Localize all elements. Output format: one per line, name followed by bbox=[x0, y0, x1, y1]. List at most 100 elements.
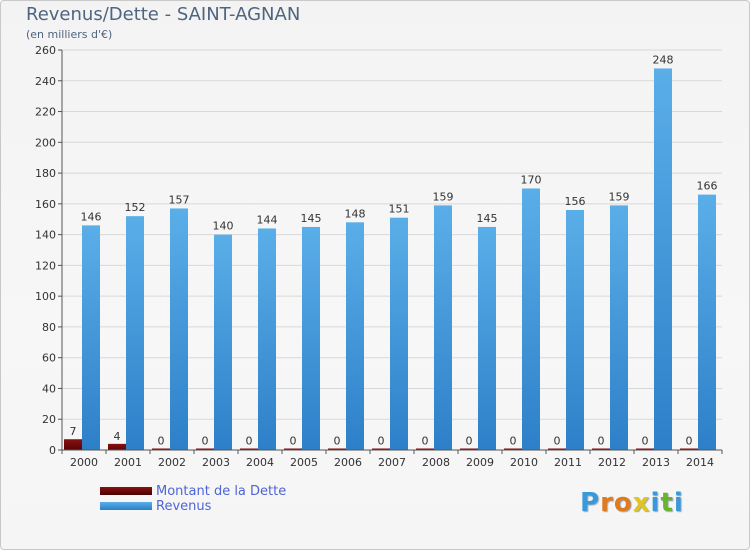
data-label-debt-2014: 0 bbox=[686, 435, 693, 448]
legend-label-debt: Montant de la Dette bbox=[156, 484, 287, 499]
bar-debt-2006 bbox=[328, 448, 346, 450]
bar-debt-2007 bbox=[372, 448, 390, 450]
data-label-revenue-2003: 140 bbox=[213, 220, 234, 233]
y-tick-label: 220 bbox=[35, 106, 56, 119]
bar-revenue-2001 bbox=[126, 216, 144, 450]
logo-letter: r bbox=[600, 488, 614, 518]
bar-revenue-2004 bbox=[258, 228, 276, 450]
x-tick-label: 2012 bbox=[598, 456, 626, 469]
bar-debt-2012 bbox=[592, 448, 610, 450]
bar-revenue-2011 bbox=[566, 210, 584, 450]
bar-debt-2008 bbox=[416, 448, 434, 450]
y-tick-label: 100 bbox=[35, 290, 56, 303]
y-tick-label: 200 bbox=[35, 136, 56, 149]
x-tick-label: 2007 bbox=[378, 456, 406, 469]
data-label-revenue-2010: 170 bbox=[521, 173, 542, 186]
logo-letter: x bbox=[632, 488, 651, 518]
data-label-debt-2006: 0 bbox=[334, 435, 341, 448]
bar-debt-2009 bbox=[460, 448, 478, 450]
bar-revenue-2008 bbox=[434, 205, 452, 450]
data-label-debt-2011: 0 bbox=[554, 435, 561, 448]
x-tick-label: 2004 bbox=[246, 456, 274, 469]
bar-revenue-2013 bbox=[654, 68, 672, 450]
bar-revenue-2007 bbox=[390, 217, 408, 450]
data-label-debt-2009: 0 bbox=[466, 435, 473, 448]
bar-revenue-2005 bbox=[302, 226, 320, 450]
y-tick-label: 40 bbox=[42, 382, 56, 395]
x-tick-label: 2002 bbox=[158, 456, 186, 469]
x-tick-label: 2001 bbox=[114, 456, 142, 469]
y-tick-label: 160 bbox=[35, 198, 56, 211]
x-tick-label: 2011 bbox=[554, 456, 582, 469]
data-label-revenue-2001: 152 bbox=[125, 201, 146, 214]
bar-revenue-2009 bbox=[478, 226, 496, 450]
logo-letter: P bbox=[580, 488, 601, 518]
x-tick-label: 2013 bbox=[642, 456, 670, 469]
legend-swatch-debt bbox=[100, 487, 152, 495]
data-label-debt-2000: 7 bbox=[70, 425, 77, 438]
data-label-revenue-2000: 146 bbox=[81, 210, 102, 223]
data-label-revenue-2002: 157 bbox=[169, 193, 190, 206]
data-label-revenue-2007: 151 bbox=[389, 203, 410, 216]
x-tick-label: 2006 bbox=[334, 456, 362, 469]
y-tick-label: 260 bbox=[35, 44, 56, 57]
bar-debt-2005 bbox=[284, 448, 302, 450]
y-tick-label: 120 bbox=[35, 259, 56, 272]
logo-letter: o bbox=[613, 488, 633, 518]
y-tick-label: 60 bbox=[42, 352, 56, 365]
bar-debt-2000 bbox=[64, 439, 82, 450]
data-label-revenue-2009: 145 bbox=[477, 212, 498, 225]
bar-debt-2010 bbox=[504, 448, 522, 450]
bar-debt-2004 bbox=[240, 448, 258, 450]
data-label-debt-2012: 0 bbox=[598, 435, 605, 448]
data-label-revenue-2012: 159 bbox=[609, 190, 630, 203]
bar-revenue-2014 bbox=[698, 194, 716, 450]
y-tick-label: 140 bbox=[35, 229, 56, 242]
bar-revenue-2012 bbox=[610, 205, 628, 450]
x-tick-label: 2005 bbox=[290, 456, 318, 469]
legend-swatch-revenue bbox=[100, 502, 152, 510]
data-label-debt-2001: 4 bbox=[114, 430, 121, 443]
x-tick-label: 2000 bbox=[70, 456, 98, 469]
data-label-debt-2008: 0 bbox=[422, 435, 429, 448]
logo-letter: i bbox=[650, 488, 661, 518]
y-tick-label: 240 bbox=[35, 75, 56, 88]
data-label-debt-2003: 0 bbox=[202, 435, 209, 448]
data-label-debt-2013: 0 bbox=[642, 435, 649, 448]
y-tick-label: 0 bbox=[49, 444, 56, 457]
data-label-revenue-2006: 148 bbox=[345, 207, 366, 220]
data-label-debt-2004: 0 bbox=[246, 435, 253, 448]
x-tick-label: 2003 bbox=[202, 456, 230, 469]
chart-subtitle: (en milliers d'€) bbox=[26, 28, 113, 41]
bar-revenue-2003 bbox=[214, 234, 232, 450]
data-label-revenue-2011: 156 bbox=[565, 195, 586, 208]
bar-debt-2014 bbox=[680, 448, 698, 450]
data-label-revenue-2004: 144 bbox=[257, 213, 278, 226]
bar-revenue-2002 bbox=[170, 208, 188, 450]
data-label-debt-2005: 0 bbox=[290, 435, 297, 448]
data-label-revenue-2008: 159 bbox=[433, 190, 454, 203]
bar-revenue-2000 bbox=[82, 225, 100, 450]
x-tick-label: 2009 bbox=[466, 456, 494, 469]
y-tick-label: 20 bbox=[42, 413, 56, 426]
chart-title: Revenus/Dette - SAINT-AGNAN bbox=[26, 4, 301, 25]
bar-revenue-2010 bbox=[522, 188, 540, 450]
legend-label-revenue: Revenus bbox=[156, 499, 212, 514]
data-label-debt-2010: 0 bbox=[510, 435, 517, 448]
x-tick-label: 2008 bbox=[422, 456, 450, 469]
data-label-debt-2002: 0 bbox=[158, 435, 165, 448]
x-tick-label: 2014 bbox=[686, 456, 714, 469]
logo-letter: i bbox=[673, 488, 684, 518]
proxiti-logo: Proxiti bbox=[580, 488, 684, 518]
data-label-revenue-2013: 248 bbox=[653, 53, 674, 66]
bar-revenue-2006 bbox=[346, 222, 364, 450]
bar-debt-2003 bbox=[196, 448, 214, 450]
bar-debt-2011 bbox=[548, 448, 566, 450]
y-tick-label: 80 bbox=[42, 321, 56, 334]
bar-debt-2013 bbox=[636, 448, 654, 450]
data-label-revenue-2005: 145 bbox=[301, 212, 322, 225]
bar-debt-2002 bbox=[152, 448, 170, 450]
y-tick-label: 180 bbox=[35, 167, 56, 180]
data-label-debt-2007: 0 bbox=[378, 435, 385, 448]
